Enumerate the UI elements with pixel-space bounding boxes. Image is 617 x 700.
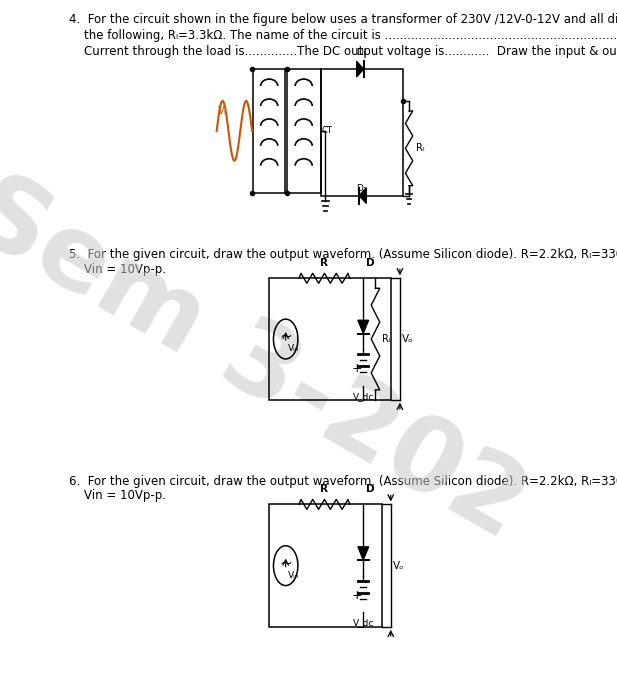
Text: D: D	[366, 258, 375, 268]
Bar	[268, 505, 381, 627]
Bar	[268, 279, 391, 400]
Text: D: D	[366, 484, 375, 494]
Text: Vin = 10Vp-p.: Vin = 10Vp-p.	[69, 263, 166, 276]
Polygon shape	[358, 320, 369, 334]
Text: R: R	[320, 484, 328, 494]
Text: 6.  For the given circuit, draw the output waveform. (Assume Silicon diode). R=2: 6. For the given circuit, draw the outpu…	[69, 475, 617, 487]
Text: R: R	[320, 258, 328, 268]
Text: Rₗ: Rₗ	[416, 144, 425, 153]
Bar	[320, 69, 403, 195]
Polygon shape	[359, 188, 366, 204]
Text: Vₒ: Vₒ	[402, 334, 414, 344]
Text: Rₗ: Rₗ	[381, 334, 390, 344]
Text: +: +	[352, 589, 362, 602]
Text: +: +	[352, 363, 362, 375]
Text: D₂: D₂	[356, 183, 366, 192]
Text: CT: CT	[321, 127, 333, 135]
Polygon shape	[357, 61, 364, 77]
Text: 4.  For the circuit shown in the figure below uses a transformer of 230V /12V-0-: 4. For the circuit shown in the figure b…	[69, 13, 617, 27]
Bar	[287, 69, 320, 192]
Text: the following, Rₗ=3.3kΩ. The name of the circuit is ............................: the following, Rₗ=3.3kΩ. The name of the…	[69, 29, 617, 42]
Text: Vₛ: Vₛ	[218, 106, 228, 116]
Text: Vin = 10Vp-p.: Vin = 10Vp-p.	[69, 489, 166, 503]
Text: Vᵢₙ: Vᵢₙ	[288, 344, 299, 353]
Text: Sem 3-202: Sem 3-202	[0, 160, 542, 559]
Text: 5.  For the given circuit, draw the output waveform. (Assume Silicon diode). R=2: 5. For the given circuit, draw the outpu…	[69, 248, 617, 261]
Polygon shape	[358, 547, 369, 560]
Text: V_dc: V_dc	[352, 392, 374, 401]
Text: Current through the load is..............The DC output voltage is............  D: Current through the load is.............…	[69, 46, 617, 58]
Text: Vₒ: Vₒ	[393, 561, 405, 570]
Text: Vᵢₙ: Vᵢₙ	[288, 570, 299, 580]
Text: D₁: D₁	[356, 48, 366, 57]
Text: ~: ~	[280, 555, 292, 570]
Text: V_dc: V_dc	[352, 618, 374, 627]
Text: ~: ~	[280, 328, 292, 344]
Bar	[254, 69, 285, 192]
